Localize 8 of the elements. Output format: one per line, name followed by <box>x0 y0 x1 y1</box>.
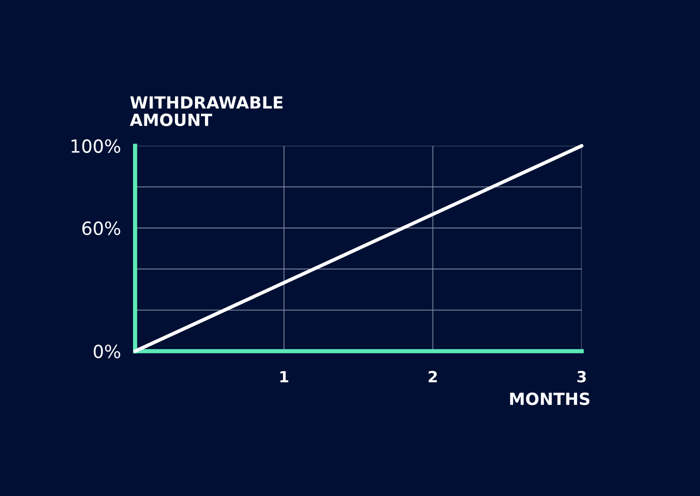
x-tick-label: 1 <box>280 371 288 382</box>
x-tick-label: 2 <box>428 370 437 382</box>
x-tick-label: 3 <box>577 370 586 382</box>
y-tick-label: 60% <box>82 221 120 236</box>
y-tick-label: 100% <box>72 139 120 153</box>
x-axis-title: MONTHS <box>510 392 590 406</box>
y-tick-label: 0% <box>94 344 120 358</box>
y-axis-title: WITHDRAWABLE AMOUNT <box>130 96 282 126</box>
